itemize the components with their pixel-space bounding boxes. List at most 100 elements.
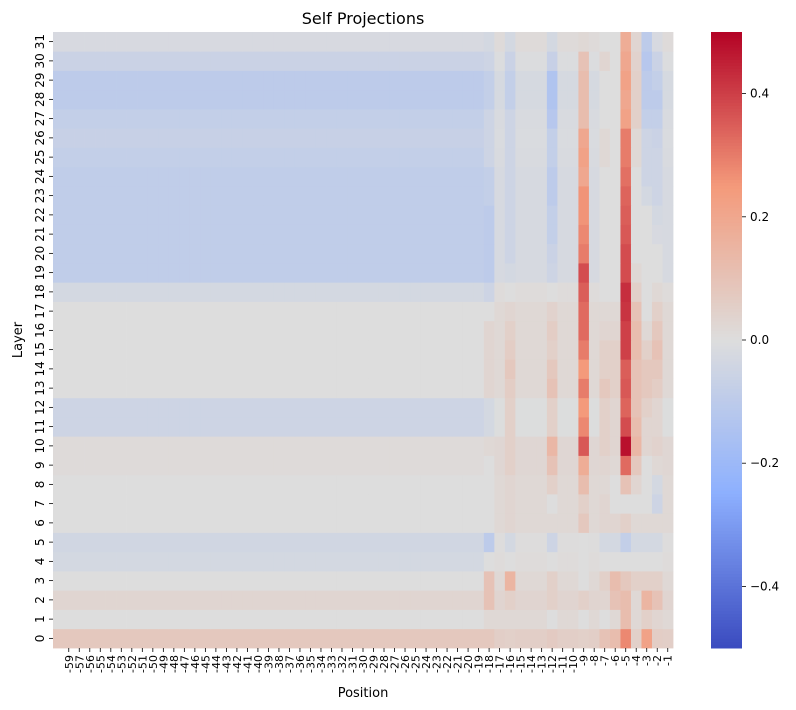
heatmap-cell: [221, 551, 233, 572]
heatmap-cell: [116, 320, 127, 341]
heatmap-cell: [473, 147, 485, 168]
heatmap-cell: [336, 205, 348, 225]
colorbar-segment: [711, 484, 742, 489]
heatmap-cell: [231, 32, 243, 52]
heatmap-cell: [620, 571, 632, 591]
heatmap-cell: [473, 89, 485, 110]
heatmap-cell: [357, 109, 369, 129]
heatmap-cell: [126, 282, 138, 302]
heatmap-cell: [378, 571, 390, 591]
heatmap-cell: [84, 436, 96, 456]
heatmap-cell: [210, 320, 222, 341]
heatmap-cell: [53, 551, 64, 572]
colorbar-segment: [711, 463, 742, 467]
colorbar-segment: [711, 105, 742, 110]
heatmap-cell: [431, 301, 443, 322]
heatmap-cell: [179, 186, 191, 206]
heatmap-cell: [74, 205, 85, 225]
heatmap-cell: [546, 224, 558, 245]
heatmap-cell: [588, 359, 600, 379]
heatmap-cell: [200, 494, 212, 514]
heatmap-cell: [473, 436, 485, 456]
heatmap-cell: [126, 590, 138, 610]
heatmap-cell: [305, 320, 317, 341]
heatmap-cell: [578, 301, 590, 322]
heatmap-cell: [662, 186, 674, 206]
heatmap-cell: [599, 532, 611, 553]
heatmap-cell: [126, 532, 138, 553]
heatmap-cell: [336, 263, 348, 283]
heatmap-cell: [137, 436, 148, 456]
heatmap-cell: [588, 263, 600, 283]
colorbar-segment: [711, 136, 742, 141]
heatmap-cell: [588, 590, 600, 610]
heatmap-cell: [515, 340, 527, 360]
heatmap-cell: [588, 243, 600, 264]
heatmap-cell: [557, 590, 569, 610]
heatmap-cell: [126, 320, 138, 341]
heatmap-cell: [431, 494, 443, 514]
heatmap-cell: [210, 359, 222, 379]
colorbar-segment: [711, 487, 742, 492]
heatmap-cell: [399, 417, 411, 437]
heatmap-cell: [105, 532, 117, 553]
heatmap-cell: [483, 282, 495, 302]
heatmap-cell: [273, 205, 285, 225]
heatmap-cell: [641, 571, 653, 591]
heatmap-cell: [441, 378, 453, 399]
x-tick-label: -27: [389, 655, 402, 673]
heatmap-cell: [389, 166, 401, 187]
heatmap-cell: [399, 494, 411, 514]
heatmap-cell: [441, 205, 453, 225]
heatmap-cell: [462, 571, 474, 591]
colorbar-segment: [711, 149, 742, 153]
heatmap-cell: [137, 32, 148, 52]
heatmap-cell: [105, 551, 117, 572]
heatmap-cell: [431, 571, 443, 591]
colorbar-segment: [711, 115, 742, 119]
heatmap-cell: [326, 378, 338, 399]
colorbar-segment: [711, 176, 742, 181]
heatmap-cell: [326, 186, 338, 206]
heatmap-cell: [641, 224, 653, 245]
heatmap-cell: [557, 494, 569, 514]
heatmap-cell: [273, 166, 285, 187]
heatmap-cell: [326, 628, 338, 649]
heatmap-cell: [357, 340, 369, 360]
heatmap-cell: [515, 263, 527, 283]
heatmap-cell: [305, 128, 317, 148]
heatmap-cell: [63, 494, 75, 514]
heatmap-cell: [147, 532, 159, 553]
heatmap-cell: [441, 455, 453, 476]
heatmap-cell: [273, 340, 285, 360]
heatmap-cell: [536, 359, 548, 379]
heatmap-cell: [315, 417, 327, 437]
colorbar-segment: [711, 641, 742, 646]
x-tick-label: -16: [504, 655, 517, 673]
heatmap-cell: [515, 320, 527, 341]
heatmap-cell: [578, 378, 590, 399]
heatmap-cell: [410, 340, 422, 360]
heatmap-cell: [357, 70, 369, 91]
heatmap-cell: [630, 263, 642, 283]
heatmap-cell: [95, 609, 106, 630]
heatmap-cell: [368, 474, 380, 495]
heatmap-cell: [357, 128, 369, 148]
heatmap-cell: [378, 301, 390, 322]
heatmap-cell: [105, 320, 117, 341]
heatmap-cell: [294, 474, 306, 495]
heatmap-cell: [441, 147, 453, 168]
heatmap-cell: [525, 513, 537, 533]
heatmap-cell: [315, 359, 327, 379]
heatmap-cell: [74, 301, 85, 322]
heatmap-cell: [662, 263, 674, 283]
heatmap-cell: [494, 89, 506, 110]
heatmap-cell: [84, 205, 96, 225]
heatmap-cell: [567, 128, 579, 148]
heatmap-cell: [578, 205, 590, 225]
heatmap-cell: [74, 378, 85, 399]
colorbar-segment: [711, 635, 742, 640]
colorbar-segment: [711, 99, 742, 104]
heatmap-cell: [641, 609, 653, 630]
heatmap-cell: [189, 494, 201, 514]
